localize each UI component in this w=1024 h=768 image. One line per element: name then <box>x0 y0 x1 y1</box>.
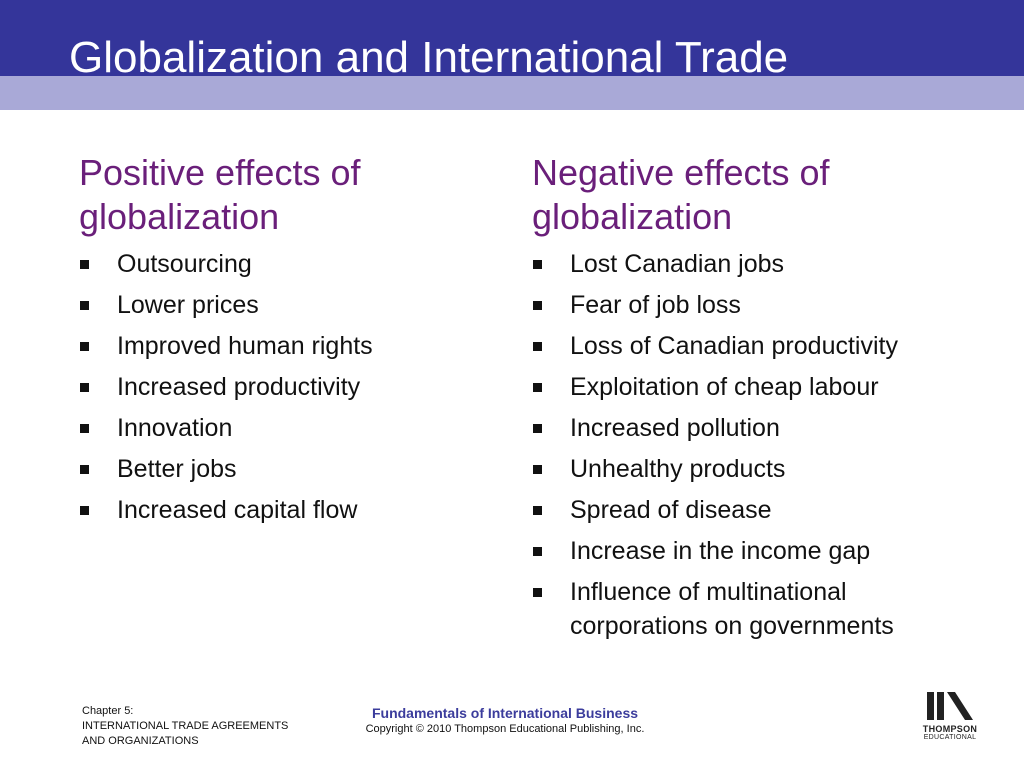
list-item-label: Exploitation of cheap labour <box>570 373 879 401</box>
negative-heading-line1: Negative effects of <box>532 152 830 193</box>
logo-subtitle: EDUCATIONAL <box>923 734 977 741</box>
square-bullet-icon <box>533 342 542 351</box>
negative-effects-list: Lost Canadian jobs Fear of job loss Loss… <box>532 247 972 643</box>
square-bullet-icon <box>533 588 542 597</box>
negative-effects-heading: Negative effects of globalization <box>532 151 972 239</box>
list-item-label: Increased productivity <box>117 373 361 401</box>
square-bullet-icon <box>533 424 542 433</box>
square-bullet-icon <box>533 547 542 556</box>
slide-title: Globalization and International Trade <box>69 33 789 82</box>
chapter-line-3: AND ORGANIZATIONS <box>82 735 199 747</box>
list-item-label: Lost Canadian jobs <box>570 250 785 278</box>
list-item: Outsourcing <box>79 247 499 281</box>
list-item-label: Fear of job loss <box>570 291 741 319</box>
list-item-label: Lower prices <box>117 291 259 319</box>
title-band <box>0 0 1024 76</box>
list-item: Spread of disease <box>532 493 972 527</box>
list-item: Lost Canadian jobs <box>532 247 972 281</box>
list-item-label: Loss of Canadian productivity <box>570 332 898 360</box>
list-item: Lower prices <box>79 288 499 322</box>
title-sub-band <box>0 76 1024 110</box>
square-bullet-icon <box>80 506 89 515</box>
list-item-label: Better jobs <box>117 455 237 483</box>
list-item: Increase in the income gap <box>532 534 972 568</box>
list-item: Increased capital flow <box>79 493 499 527</box>
positive-heading-line1: Positive effects of <box>79 152 361 193</box>
list-item: Influence of multinational corporations … <box>532 575 972 643</box>
publication-footer: Fundamentals of International Business C… <box>340 705 670 737</box>
list-item: Increased productivity <box>79 370 499 404</box>
logo-name: THOMPSON <box>922 724 978 734</box>
square-bullet-icon <box>533 301 542 310</box>
square-bullet-icon <box>80 383 89 392</box>
positive-effects-list: Outsourcing Lower prices Improved human … <box>79 247 499 527</box>
publisher-logo: THOMPSON EDUCATIONAL <box>920 690 980 745</box>
positive-effects-heading: Positive effects of globalization <box>79 151 499 239</box>
negative-heading-line2: globalization <box>532 196 733 237</box>
square-bullet-icon <box>533 383 542 392</box>
list-item: Fear of job loss <box>532 288 972 322</box>
list-item: Unhealthy products <box>532 452 972 486</box>
list-item-label: Increased pollution <box>570 414 780 442</box>
list-item: Innovation <box>79 411 499 445</box>
square-bullet-icon <box>80 424 89 433</box>
list-item-label: Unhealthy products <box>570 455 786 483</box>
list-item: Improved human rights <box>79 329 499 363</box>
book-title: Fundamentals of International Business <box>371 705 639 721</box>
chapter-line-2: INTERNATIONAL TRADE AGREEMENTS <box>82 720 289 732</box>
list-item: Exploitation of cheap labour <box>532 370 972 404</box>
chapter-footer: Chapter 5: INTERNATIONAL TRADE AGREEMENT… <box>82 704 288 749</box>
chapter-line-1: Chapter 5: <box>82 705 134 717</box>
square-bullet-icon <box>80 342 89 351</box>
list-item-label: Spread of disease <box>570 496 772 524</box>
square-bullet-icon <box>533 506 542 515</box>
copyright-notice: Copyright © 2010 Thompson Educational Pu… <box>365 723 645 735</box>
negative-effects-column: Negative effects of globalization Lost C… <box>532 151 972 650</box>
positive-heading-line2: globalization <box>79 196 280 237</box>
list-item-label: Improved human rights <box>117 332 373 360</box>
list-item: Increased pollution <box>532 411 972 445</box>
square-bullet-icon <box>533 465 542 474</box>
square-bullet-icon <box>80 260 89 269</box>
list-item-label: Increased capital flow <box>117 496 358 524</box>
square-bullet-icon <box>533 260 542 269</box>
list-item-label: Outsourcing <box>117 250 252 278</box>
publisher-logo-icon <box>927 692 973 720</box>
square-bullet-icon <box>80 465 89 474</box>
positive-effects-column: Positive effects of globalization Outsou… <box>79 151 499 534</box>
list-item-label: Influence of multinational corporations … <box>570 578 894 640</box>
list-item: Better jobs <box>79 452 499 486</box>
list-item-label: Increase in the income gap <box>570 537 871 565</box>
square-bullet-icon <box>80 301 89 310</box>
list-item-label: Innovation <box>117 414 233 442</box>
list-item: Loss of Canadian productivity <box>532 329 972 363</box>
